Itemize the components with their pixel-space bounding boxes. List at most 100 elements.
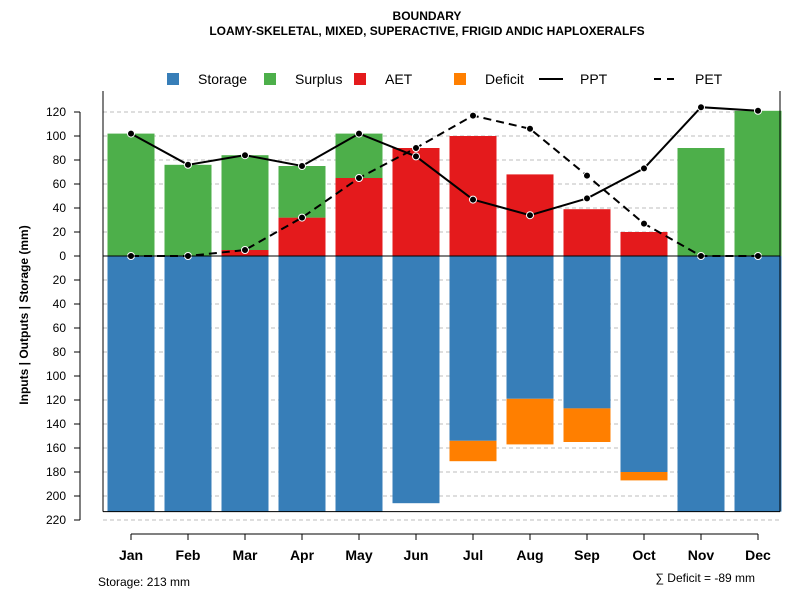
- storage-bar-feb: [164, 256, 212, 512]
- pet-point-jun: [412, 144, 420, 152]
- ppt-point-jan: [127, 129, 135, 138]
- aet-bar-apr: [278, 217, 326, 256]
- ppt-point-nov: [697, 103, 705, 112]
- pet-point-may: [355, 174, 363, 182]
- y-tick-label: 200: [46, 489, 66, 503]
- legend: Storage Surplus AET Deficit PPT PET: [167, 71, 723, 87]
- x-tick-label-nov: Nov: [688, 547, 715, 563]
- chart-title: BOUNDARY: [393, 9, 462, 23]
- surplus-bar-dec: [734, 110, 782, 256]
- storage-bar-may: [335, 256, 383, 512]
- storage-bar-jul: [449, 256, 497, 441]
- ppt-point-apr: [298, 162, 306, 170]
- y-tick-label: 120: [46, 105, 66, 119]
- y-tick-label: 140: [46, 417, 66, 431]
- y-tick-label: 160: [46, 441, 66, 455]
- ppt-point-feb: [184, 160, 192, 169]
- ppt-point-may: [355, 129, 363, 138]
- surplus-bar-jan: [107, 133, 155, 256]
- aet-bar-oct: [620, 232, 668, 256]
- legend-item-surplus: Surplus: [264, 71, 342, 87]
- legend-label-storage: Storage: [198, 71, 247, 87]
- bars: [107, 110, 782, 512]
- storage-bar-apr: [278, 256, 326, 512]
- y-tick-label: 40: [53, 297, 67, 311]
- pet-point-apr: [298, 213, 306, 222]
- pet-point-aug: [526, 124, 534, 133]
- pet-point-sep: [583, 171, 591, 180]
- y-tick-label: 20: [53, 225, 67, 239]
- legend-swatch-surplus: [264, 73, 276, 85]
- ppt-line: [130, 106, 759, 217]
- pet-point-mar: [241, 246, 249, 254]
- storage-bar-mar: [221, 256, 269, 512]
- y-tick-label: 80: [53, 345, 67, 359]
- ppt-point-oct: [640, 164, 648, 173]
- ppt-point-jul: [469, 195, 477, 204]
- ppt-point-sep: [583, 194, 591, 203]
- legend-item-storage: Storage: [167, 71, 247, 87]
- y-tick-label: 40: [53, 201, 67, 215]
- legend-item-aet: AET: [354, 71, 413, 87]
- axes: 0 20 40 60 80 100 120 20 40 60 80 100 120 140 160 180 20…: [46, 91, 781, 563]
- y-tick-label: 100: [46, 369, 66, 383]
- pet-point-jul: [469, 111, 477, 120]
- ppt-point-dec: [754, 106, 762, 115]
- aet-bar-jun: [392, 148, 440, 256]
- y-tick-label: 20: [53, 273, 67, 287]
- storage-bar-oct: [620, 256, 668, 472]
- x-tick-label-feb: Feb: [176, 547, 201, 563]
- y-tick-label: 120: [46, 393, 66, 407]
- x-tick-label-may: May: [345, 547, 372, 563]
- surplus-bar-feb: [164, 164, 212, 256]
- x-tick-label-dec: Dec: [745, 547, 771, 563]
- gridlines: [103, 111, 780, 521]
- pet-point-oct: [640, 219, 648, 228]
- storage-bar-nov: [677, 256, 725, 512]
- storage-bar-aug: [506, 256, 554, 399]
- surplus-bar-apr: [278, 166, 326, 218]
- legend-item-deficit: Deficit: [454, 71, 524, 87]
- legend-swatch-storage: [167, 73, 179, 85]
- y-tick-label: 0: [59, 249, 66, 263]
- legend-item-ppt: PPT: [539, 71, 608, 87]
- y-tick-label: 60: [53, 321, 67, 335]
- y-tick-label: 180: [46, 465, 66, 479]
- storage-bar-dec: [734, 256, 782, 512]
- x-tick-label-oct: Oct: [632, 547, 656, 563]
- y-tick-label: 80: [53, 153, 67, 167]
- x-tick-label-jun: Jun: [404, 547, 429, 563]
- deficit-bar-oct: [620, 472, 668, 481]
- aet-bar-sep: [563, 209, 611, 256]
- deficit-bar-jul: [449, 440, 497, 462]
- aet-bar-may: [335, 178, 383, 256]
- x-tick-label-mar: Mar: [233, 547, 258, 563]
- x-tick-label-jul: Jul: [463, 547, 483, 563]
- legend-swatch-deficit: [454, 73, 466, 85]
- storage-bar-jan: [107, 256, 155, 512]
- x-tick-label-apr: Apr: [290, 547, 315, 563]
- legend-label-ppt: PPT: [580, 71, 608, 87]
- ppt-point-mar: [241, 151, 249, 160]
- storage-note: Storage: 213 mm: [98, 575, 190, 589]
- ppt-point-aug: [526, 211, 534, 220]
- legend-label-aet: AET: [385, 71, 413, 87]
- deficit-bar-aug: [506, 398, 554, 445]
- storage-bar-jun: [392, 256, 440, 504]
- legend-label-deficit: Deficit: [485, 71, 524, 87]
- storage-bar-sep: [563, 256, 611, 409]
- deficit-note: ∑ Deficit = -89 mm: [655, 571, 755, 585]
- y-tick-label: 220: [46, 513, 66, 527]
- pet-line: [131, 114, 758, 257]
- x-tick-label-jan: Jan: [119, 547, 143, 563]
- surplus-bar-mar: [221, 155, 269, 250]
- legend-item-pet: PET: [654, 71, 723, 87]
- y-tick-label: 60: [53, 177, 67, 191]
- x-tick-label-sep: Sep: [574, 547, 600, 563]
- y-axis-label: Inputs | Outputs | Storage (mm): [17, 225, 31, 404]
- ppt-point-jun: [412, 152, 420, 161]
- legend-swatch-aet: [354, 73, 366, 85]
- chart-subtitle: LOAMY-SKELETAL, MIXED, SUPERACTIVE, FRIG…: [209, 24, 644, 38]
- deficit-bar-sep: [563, 408, 611, 442]
